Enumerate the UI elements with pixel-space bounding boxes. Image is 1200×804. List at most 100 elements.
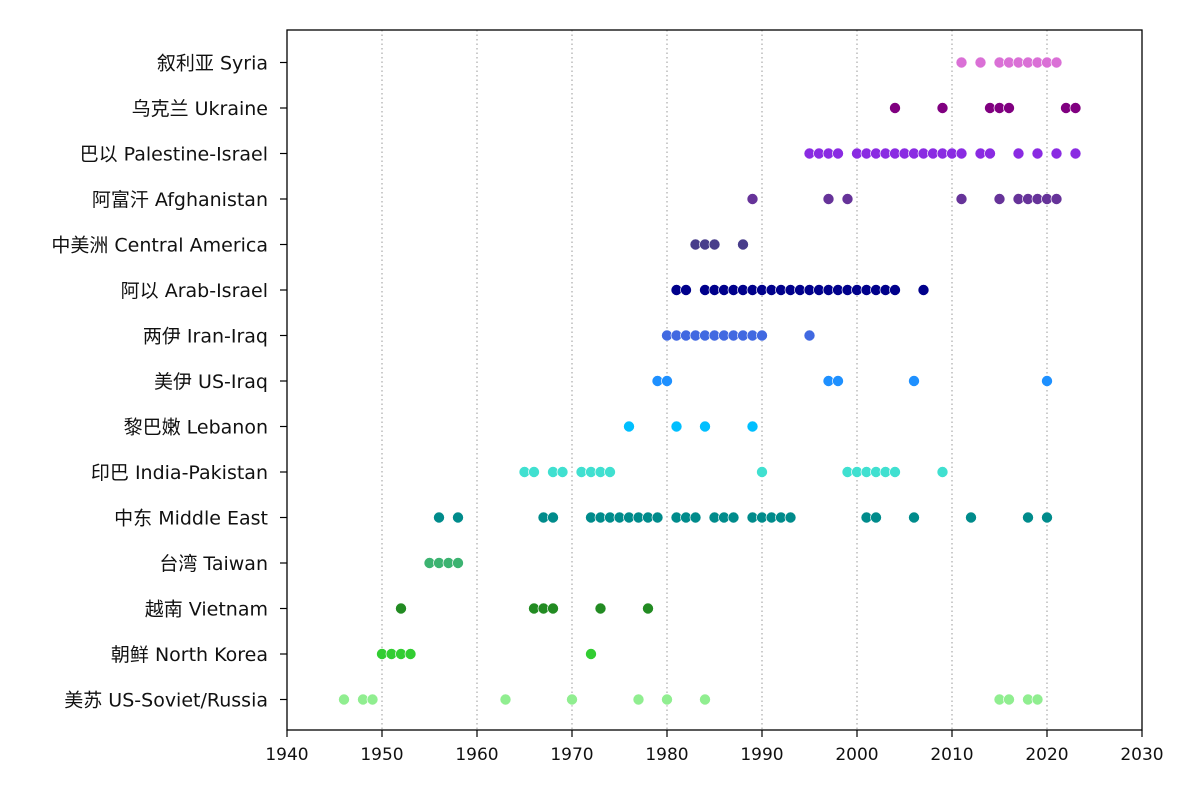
data-point: 1974 [604, 466, 616, 478]
series-points: 201120132015201620172018201920202021 [955, 56, 1063, 69]
data-point: 1953 [404, 648, 417, 660]
y-tick-label: 中东 Middle East [114, 508, 268, 530]
data-point: 2011 [955, 193, 968, 205]
series-points: 2004200920142015201620222023 [889, 102, 1082, 114]
data-point: 1946 [338, 693, 350, 706]
y-tick-label: 两伊 Iran-Iraq [143, 326, 268, 348]
y-tick-label: 阿以 Arab-Israel [121, 280, 268, 302]
data-point: 2014 [984, 147, 996, 160]
x-axis: 1940 1950 1960 1970 1980 1990 2000 2010 2020 2030 [265, 730, 1164, 765]
x-tick-label: 2010 [930, 745, 973, 765]
y-tick-label: 美苏 US-Soviet/Russia [64, 690, 268, 712]
data-point: 2018 [1022, 511, 1034, 524]
data-point: 2009 [936, 102, 949, 114]
data-point: 2004 [889, 284, 901, 296]
series-points: 1981198219841985198619871988198919901991… [670, 284, 930, 296]
series-points: 1956195819671968197219731974197519761977… [433, 511, 1053, 524]
y-tick-label: 台湾 Taiwan [159, 553, 268, 575]
data-point: 2023 [1069, 147, 1082, 160]
data-point: 2006 [908, 511, 920, 524]
x-tick-label: 2020 [1025, 745, 1068, 765]
data-point: 1968 [547, 602, 559, 615]
y-tick-label: 乌克兰 Ukraine [132, 98, 268, 120]
x-tick-label: 2030 [1120, 745, 1163, 765]
y-tick-label: 中美洲 Central America [51, 235, 268, 257]
data-point: 1979 [651, 511, 664, 524]
data-point: 1980 [661, 693, 673, 706]
y-tick-label: 叙利亚 Syria [157, 53, 268, 75]
data-point: 1958 [452, 557, 464, 569]
y-tick-label: 美伊 US-Iraq [154, 371, 268, 393]
data-point: 2021 [1050, 147, 1063, 160]
y-tick-label: 印巴 India-Pakistan [91, 462, 268, 484]
data-point: 1973 [594, 602, 607, 615]
y-tick-label: 越南 Vietnam [145, 599, 268, 621]
y-tick-label: 朝鲜 North Korea [111, 644, 268, 666]
data-point: 1963 [499, 693, 512, 706]
data-point: 1997 [822, 193, 835, 205]
data-point: 1999 [841, 193, 854, 205]
data-point: 1993 [784, 511, 797, 524]
data-point: 1976 [623, 420, 635, 433]
y-axis: 美苏 US-Soviet/Russia 朝鲜 North Korea 越南 Viet… [51, 53, 287, 712]
data-point: 1980 [661, 375, 673, 387]
data-point: 2019 [1031, 693, 1044, 706]
data-point: 1983 [689, 511, 702, 524]
data-point: 2016 [1003, 693, 1015, 706]
data-point: 2004 [889, 466, 901, 478]
series-points: 1955195619571958 [423, 557, 464, 569]
data-point: 1972 [585, 648, 597, 660]
data-point: 2021 [1050, 193, 1063, 205]
x-tick-label: 1950 [360, 745, 403, 765]
data-point: 1956 [433, 511, 445, 524]
data-point: 2011 [955, 56, 968, 69]
y-tick-label: 阿富汗 Afghanistan [92, 189, 268, 211]
series-points: 197919801997199820062020 [651, 375, 1053, 387]
data-point: 2021 [1050, 56, 1063, 69]
data-point: 1970 [566, 693, 578, 706]
plot-frame [286, 29, 1143, 731]
data-point: 1969 [556, 466, 569, 478]
series-points: 1965196619681969197119721973197419901999… [518, 466, 949, 478]
data-point: 2007 [917, 284, 930, 296]
data-point: 2004 [889, 102, 901, 114]
data-point: 2016 [1003, 102, 1015, 114]
data-point: 1998 [832, 375, 844, 387]
data-point: 2020 [1041, 375, 1053, 387]
data-point: 2011 [955, 147, 968, 160]
data-point: 1995 [803, 329, 816, 342]
data-point: 1987 [727, 511, 740, 524]
data-point: 1981 [670, 420, 683, 433]
x-tick-label: 1940 [265, 745, 308, 765]
data-point: 2002 [870, 511, 882, 524]
data-point: 1949 [366, 693, 379, 706]
x-tick-label: 1970 [550, 745, 593, 765]
grid-layer [381, 30, 1048, 730]
data-point: 2019 [1031, 147, 1044, 160]
data-point: 2015 [993, 193, 1006, 205]
y-tick-label: 黎巴嫩 Lebanon [124, 417, 268, 439]
data-point: 2006 [908, 375, 920, 387]
data-point: 2009 [936, 466, 949, 478]
x-tick-label: 1990 [740, 745, 783, 765]
data-point: 1982 [680, 284, 692, 296]
data-point: 1968 [547, 511, 559, 524]
data-point: 1966 [528, 466, 540, 478]
data-point: 1989 [746, 420, 759, 433]
data-point: 2020 [1041, 511, 1053, 524]
series-points: 1995199619971998200020012002200320042005… [803, 147, 1082, 160]
data-point: 1977 [632, 693, 645, 706]
x-tick-label: 2000 [835, 745, 878, 765]
x-tick-label: 1980 [645, 745, 688, 765]
data-point: 2023 [1069, 102, 1082, 114]
y-tick-label: 巴以 Palestine-Israel [80, 144, 268, 166]
data-point: 1952 [395, 602, 407, 615]
data-point: 2012 [965, 511, 977, 524]
series-points: 1946194819491963197019771980198420152016… [338, 693, 1044, 706]
series-points: 1989199719992011201520172018201920202021 [746, 193, 1063, 205]
data-point: 1958 [452, 511, 464, 524]
series-points: 195219661967196819731978 [395, 602, 654, 615]
data-point: 1984 [699, 420, 711, 433]
data-point: 1990 [756, 329, 768, 342]
